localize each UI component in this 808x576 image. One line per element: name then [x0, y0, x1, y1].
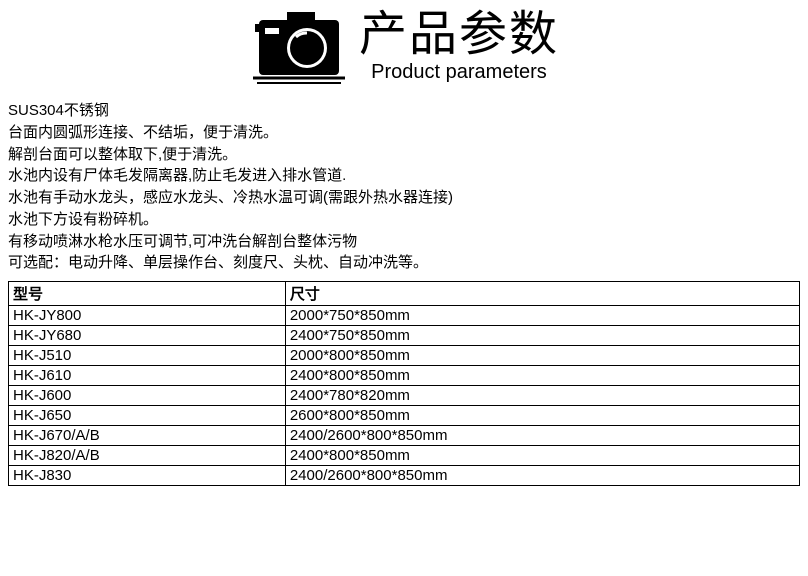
desc-line: 水池内设有尸体毛发隔离器,防止毛发进入排水管道. [8, 165, 800, 187]
col-header-model: 型号 [9, 282, 286, 306]
cell-size: 2000*800*850mm [285, 346, 799, 366]
cell-size: 2400/2600*800*850mm [285, 466, 799, 486]
table-row: HK-J670/A/B 2400/2600*800*850mm [9, 426, 800, 446]
title-block: 产品参数 Product parameters [359, 11, 559, 84]
col-header-size: 尺寸 [285, 282, 799, 306]
table-header-row: 型号 尺寸 [9, 282, 800, 306]
desc-line: 有移动喷淋水枪水压可调节,可冲洗台解剖台整体污物 [8, 231, 800, 253]
table-row: HK-J510 2000*800*850mm [9, 346, 800, 366]
desc-line: 解剖台面可以整体取下,便于清洗。 [8, 144, 800, 166]
desc-line: 可选配：电动升降、单层操作台、刻度尺、头枕、自动冲洗等。 [8, 252, 800, 274]
cell-model: HK-JY680 [9, 326, 286, 346]
desc-line: 水池下方设有粉碎机。 [8, 209, 800, 231]
table-row: HK-J820/A/B 2400*800*850mm [9, 446, 800, 466]
title-chinese: 产品参数 [359, 11, 559, 59]
desc-line: 水池有手动水龙头，感应水龙头、冷热水温可调(需跟外热水器连接) [8, 187, 800, 209]
cell-size: 2000*750*850mm [285, 306, 799, 326]
cell-model: HK-J820/A/B [9, 446, 286, 466]
description-block: SUS304不锈钢 台面内圆弧形连接、不结垢，便于清洗。 解剖台面可以整体取下,… [0, 90, 808, 279]
cell-size: 2400*750*850mm [285, 326, 799, 346]
cell-model: HK-J610 [9, 366, 286, 386]
table-row: HK-J600 2400*780*820mm [9, 386, 800, 406]
desc-line: SUS304不锈钢 [8, 100, 800, 122]
table-row: HK-J650 2600*800*850mm [9, 406, 800, 426]
cell-size: 2400/2600*800*850mm [285, 426, 799, 446]
table-row: HK-J830 2400/2600*800*850mm [9, 466, 800, 486]
cell-model: HK-J650 [9, 406, 286, 426]
desc-line: 台面内圆弧形连接、不结垢，便于清洗。 [8, 122, 800, 144]
cell-model: HK-J600 [9, 386, 286, 406]
cell-model: HK-JY800 [9, 306, 286, 326]
cell-size: 2400*780*820mm [285, 386, 799, 406]
header: 产品参数 Product parameters [0, 0, 808, 90]
table-row: HK-J610 2400*800*850mm [9, 366, 800, 386]
cell-model: HK-J830 [9, 466, 286, 486]
camera-icon [249, 10, 349, 85]
table-row: HK-JY800 2000*750*850mm [9, 306, 800, 326]
cell-size: 2400*800*850mm [285, 446, 799, 466]
cell-model: HK-J510 [9, 346, 286, 366]
spec-table: 型号 尺寸 HK-JY800 2000*750*850mm HK-JY680 2… [8, 281, 800, 486]
cell-model: HK-J670/A/B [9, 426, 286, 446]
table-row: HK-JY680 2400*750*850mm [9, 326, 800, 346]
title-english: Product parameters [371, 61, 547, 84]
cell-size: 2400*800*850mm [285, 366, 799, 386]
cell-size: 2600*800*850mm [285, 406, 799, 426]
